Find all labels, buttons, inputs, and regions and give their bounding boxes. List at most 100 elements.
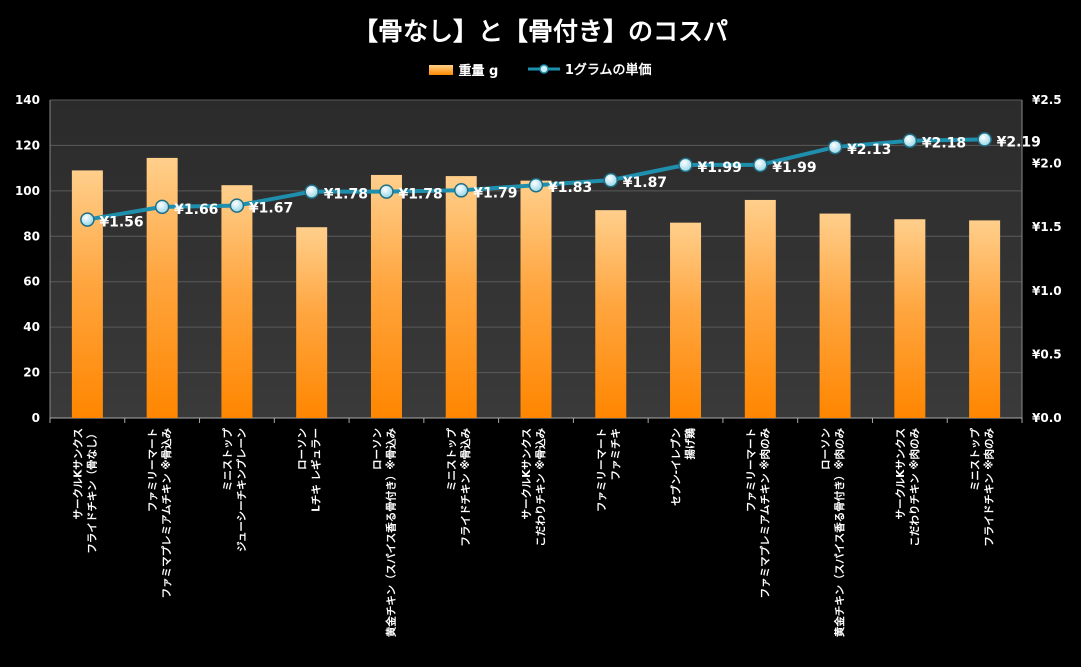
- bar: [520, 180, 552, 418]
- unit-price-point: [80, 212, 95, 227]
- category-label: ファミリーマート ファミマプレミアムチキン ※肉のみ: [745, 428, 771, 599]
- chart-title: 【骨なし】と【骨付き】のコスパ: [352, 17, 728, 46]
- category-label-store: ローソン: [297, 428, 309, 470]
- y-right-tick-label: ¥2.0: [1032, 157, 1062, 171]
- unit-price-data-label: ¥1.87: [623, 175, 667, 191]
- unit-price-data-label: ¥2.13: [847, 142, 891, 158]
- category-label-product: 揚げ鶏: [684, 428, 697, 460]
- bar: [595, 210, 627, 418]
- y-right-tick-label: ¥2.5: [1032, 93, 1062, 107]
- bar: [296, 227, 328, 418]
- category-label-product: ジューシーチキンプレーン: [235, 428, 248, 552]
- unit-price-point: [379, 184, 394, 199]
- category-label-store: サークルKサンクス: [72, 428, 84, 520]
- bar: [146, 157, 178, 418]
- category-label-product: こだわりチキン ※肉のみ: [908, 428, 921, 547]
- unit-price-point: [453, 183, 469, 198]
- unit-price-data-label: ¥1.99: [772, 160, 816, 176]
- y-left-tick-label: 40: [23, 320, 40, 334]
- category-label-product: こだわりチキン ※骨込み: [534, 428, 547, 547]
- unit-price-data-label: ¥2.19: [997, 134, 1041, 150]
- category-label-store: ファミリーマート: [147, 428, 159, 512]
- y-right-tick-label: ¥1.0: [1032, 284, 1062, 298]
- unit-price-point: [229, 198, 245, 213]
- category-label-product: 黄金チキン（スパイス香る骨付き）※骨込み: [384, 428, 397, 638]
- unit-price-point: [603, 172, 619, 188]
- unit-price-data-label: ¥1.83: [548, 180, 592, 196]
- category-label-product: ファミマプレミアムチキン ※骨込み: [160, 428, 173, 599]
- category-label-store: ファミリーマート: [745, 428, 757, 512]
- legend-label-unit-price: 1グラムの単価: [564, 63, 652, 78]
- y-left-tick-label: 0: [32, 411, 40, 425]
- unit-price-point: [154, 199, 170, 215]
- y-right-tick-label: ¥0.5: [1032, 347, 1062, 361]
- unit-price-point: [827, 139, 843, 155]
- y-left-tick-label: 60: [23, 275, 40, 289]
- legend-item-weight: 重量 g: [429, 60, 498, 79]
- category-label-store: サークルKサンクス: [895, 428, 907, 520]
- y-left-tick-label: 100: [15, 184, 40, 198]
- unit-price-point: [304, 184, 319, 199]
- unit-price-point: [977, 132, 992, 147]
- unit-price-data-label: ¥2.18: [922, 136, 966, 152]
- unit-price-data-label: ¥1.67: [249, 201, 293, 217]
- legend-swatch-bar: [429, 64, 454, 75]
- category-label-store: セブン-イレブン: [670, 428, 683, 506]
- category-label: サークルKサンクス こだわりチキン ※肉のみ: [895, 428, 921, 547]
- unit-price-point: [753, 157, 768, 173]
- bar: [819, 213, 851, 418]
- unit-price-data-label: ¥1.79: [473, 185, 517, 201]
- unit-price-point: [678, 157, 693, 173]
- category-label-product: フライドチキン ※骨込み: [459, 428, 472, 547]
- y-left-tick-label: 120: [15, 138, 40, 152]
- category-label: ミニストップ フライドチキン ※骨込み: [445, 428, 472, 547]
- category-label-store: ローソン: [371, 428, 383, 470]
- category-label-product: フライドチキン（骨なし）: [85, 428, 98, 554]
- y-left-tick-label: 80: [23, 229, 40, 243]
- category-label-store: ミニストップ: [221, 428, 234, 491]
- category-label-product: フライドチキン ※肉のみ: [983, 428, 996, 547]
- bar: [969, 220, 1001, 418]
- category-label-product: ファミチキ: [610, 428, 622, 481]
- category-label-store: ミニストップ: [445, 428, 458, 491]
- category-label-store: ローソン: [820, 428, 832, 470]
- bar: [221, 185, 253, 418]
- category-label-product: Lチキ レギュラー: [310, 428, 323, 512]
- category-label: ローソン 黄金チキン（スパイス香る骨付き）※骨込み: [371, 428, 397, 638]
- y-right-tick-label: ¥1.5: [1032, 220, 1062, 234]
- category-label-store: サークルKサンクス: [521, 428, 533, 520]
- y-left-tick-label: 20: [23, 366, 40, 380]
- bar: [71, 170, 103, 418]
- bar: [894, 219, 926, 418]
- category-label: ファミリーマート ファミチキ: [596, 428, 622, 512]
- bar: [670, 222, 702, 418]
- category-label: サークルKサンクス フライドチキン（骨なし）: [72, 428, 98, 554]
- category-label: ファミリーマート ファミマプレミアムチキン ※骨込み: [147, 428, 173, 599]
- legend-swatch-line: [527, 63, 560, 74]
- category-label: ミニストップ ジューシーチキンプレーン: [221, 428, 248, 552]
- category-label: サークルKサンクス こだわりチキン ※骨込み: [521, 428, 547, 547]
- y-right-tick-label: ¥0.0: [1032, 411, 1062, 425]
- category-label: ローソン Lチキ レギュラー: [297, 428, 323, 512]
- bar: [370, 174, 402, 418]
- unit-price-point: [902, 133, 918, 148]
- unit-price-data-label: ¥1.56: [99, 215, 143, 231]
- bar: [445, 176, 477, 418]
- legend: 重量 g 1グラムの単価: [0, 59, 1081, 79]
- unit-price-data-label: ¥1.78: [398, 187, 442, 203]
- legend-item-unit-price: 1グラムの単価: [527, 59, 652, 78]
- unit-price-point: [528, 177, 544, 193]
- y-left-tick-label: 140: [15, 93, 40, 107]
- bar: [744, 199, 776, 418]
- category-label-product: 黄金チキン（スパイス香る骨付き）※肉のみ: [833, 428, 846, 638]
- unit-price-data-label: ¥1.99: [698, 160, 742, 176]
- unit-price-data-label: ¥1.78: [324, 187, 368, 203]
- category-label: セブン-イレブン 揚げ鶏: [670, 428, 697, 506]
- category-label-store: ファミリーマート: [596, 428, 608, 512]
- category-label: ローソン 黄金チキン（スパイス香る骨付き）※肉のみ: [820, 428, 846, 638]
- category-label-store: ミニストップ: [969, 428, 982, 491]
- category-label: ミニストップ フライドチキン ※肉のみ: [969, 428, 996, 547]
- unit-price-data-label: ¥1.66: [174, 202, 218, 218]
- category-label-product: ファミマプレミアムチキン ※肉のみ: [758, 428, 771, 599]
